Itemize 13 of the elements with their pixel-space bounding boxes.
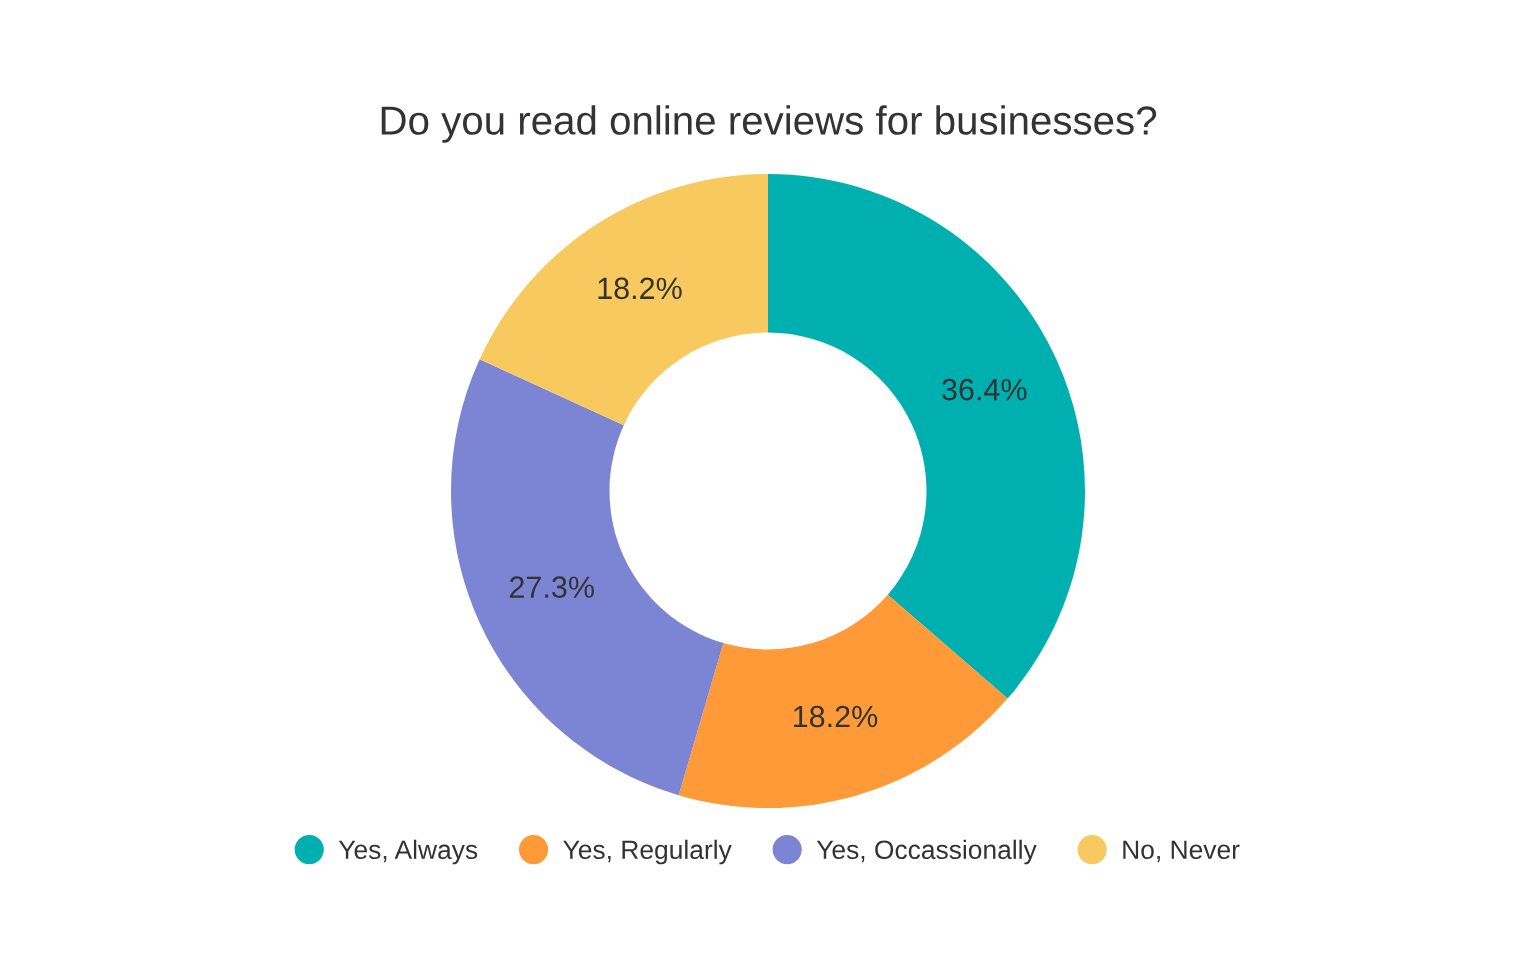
data-label: 18.2% [793,705,878,728]
legend-label: No, Never [1123,840,1240,863]
legend-label: Yes, Always [338,839,478,865]
legend-label: Yes, Occassionally [816,839,1037,865]
data-label: 36.4% [942,378,1027,401]
data-label: 18.2% [598,277,682,300]
donut-slice [768,174,1085,699]
legend-label: Yes, Regularly [563,839,732,865]
data-label: 27.3% [509,576,594,598]
chart-title: Do you read online reviews for businesses? [381,105,1157,143]
donut-slice [451,359,724,796]
donut-slice [479,174,768,426]
donut-slice [678,594,1008,808]
